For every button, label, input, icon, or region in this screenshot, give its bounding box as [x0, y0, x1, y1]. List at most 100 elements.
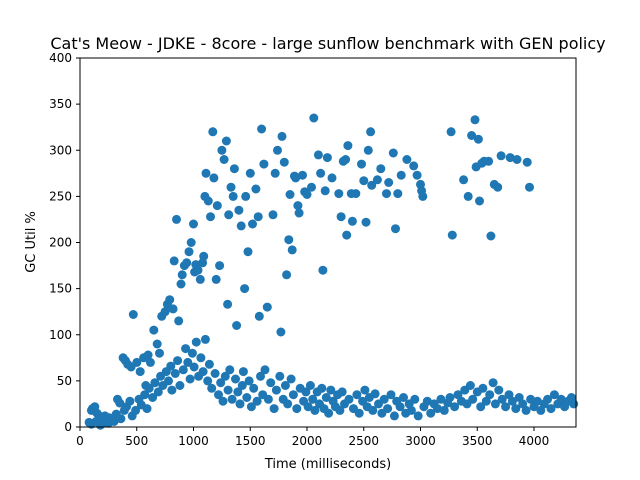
data-point [347, 216, 357, 226]
data-point [447, 230, 457, 240]
data-point [363, 145, 373, 155]
data-point [391, 224, 400, 234]
data-point [150, 378, 160, 388]
data-point [262, 302, 272, 312]
x-tick-label: 500 [125, 434, 148, 448]
data-point [386, 390, 396, 400]
data-point [384, 178, 394, 187]
data-point [221, 136, 231, 146]
y-tick-label: 150 [49, 282, 72, 296]
data-point [253, 212, 263, 222]
data-point [246, 402, 256, 412]
data-point [360, 385, 370, 395]
data-point [344, 394, 354, 404]
data-point [450, 402, 460, 412]
data-point [285, 190, 295, 199]
data-point [203, 376, 213, 386]
data-point [153, 387, 163, 397]
data-point [546, 404, 556, 414]
data-point [337, 387, 347, 397]
data-point [496, 151, 506, 161]
data-point [343, 141, 353, 151]
data-point [207, 383, 217, 393]
data-point [320, 186, 330, 196]
data-point [418, 191, 428, 201]
data-point [214, 390, 223, 400]
data-point [277, 131, 287, 141]
data-point [132, 357, 142, 367]
data-point [167, 385, 177, 395]
data-point [501, 402, 511, 412]
data-point [459, 175, 469, 185]
data-point [354, 408, 364, 418]
data-point [173, 356, 183, 366]
data-point [389, 411, 399, 421]
data-point [383, 404, 393, 414]
data-point [115, 398, 125, 408]
data-point [271, 385, 281, 395]
data-point [467, 131, 477, 140]
x-tick-label: 1000 [178, 434, 209, 448]
data-point [95, 420, 105, 430]
data-point [342, 230, 352, 240]
data-point [193, 265, 203, 275]
data-point [260, 365, 270, 375]
data-point [413, 411, 423, 421]
data-point [446, 127, 456, 137]
data-point [191, 337, 201, 347]
data-point [189, 362, 199, 372]
data-point [149, 325, 159, 335]
data-point [241, 191, 251, 201]
data-point [395, 402, 405, 412]
data-point [201, 168, 211, 178]
y-axis-ticks: 0 50 100 150 200 250 300 350 400 [49, 51, 80, 434]
data-point [439, 405, 449, 415]
data-point [327, 173, 337, 183]
data-point [313, 150, 323, 160]
data-point [292, 404, 302, 414]
data-point [493, 182, 503, 192]
data-point [422, 396, 432, 406]
data-point [268, 210, 278, 220]
data-point [367, 180, 377, 190]
data-point [266, 378, 276, 388]
data-point [223, 299, 233, 309]
data-point [184, 247, 194, 257]
data-point [217, 145, 227, 155]
data-point [176, 279, 186, 289]
data-point [170, 369, 180, 378]
data-point [231, 374, 240, 384]
data-point [128, 310, 138, 319]
data-point [484, 156, 494, 166]
data-point [280, 381, 290, 390]
data-point [412, 170, 422, 180]
data-point [270, 168, 280, 178]
data-point [256, 371, 265, 381]
data-point [208, 127, 218, 137]
data-point [359, 176, 369, 186]
data-point [145, 357, 155, 367]
data-point [259, 159, 269, 169]
data-point [334, 189, 344, 199]
data-point [224, 210, 234, 220]
data-point [309, 113, 319, 123]
x-tick-label: 3500 [462, 434, 493, 448]
data-point [324, 408, 334, 418]
data-point [426, 408, 436, 418]
data-point [488, 378, 498, 388]
data-point [366, 127, 376, 137]
data-point [200, 334, 210, 344]
y-tick-label: 200 [49, 236, 72, 250]
data-point [521, 405, 531, 415]
data-point [470, 115, 480, 125]
x-tick-label: 0 [76, 434, 84, 448]
data-point [245, 168, 255, 178]
data-point [219, 155, 229, 164]
data-point [232, 321, 242, 330]
data-point [326, 385, 336, 395]
data-point [238, 367, 248, 377]
data-point [316, 168, 326, 178]
data-point [473, 134, 483, 144]
data-point [433, 404, 442, 414]
data-point [463, 191, 473, 201]
